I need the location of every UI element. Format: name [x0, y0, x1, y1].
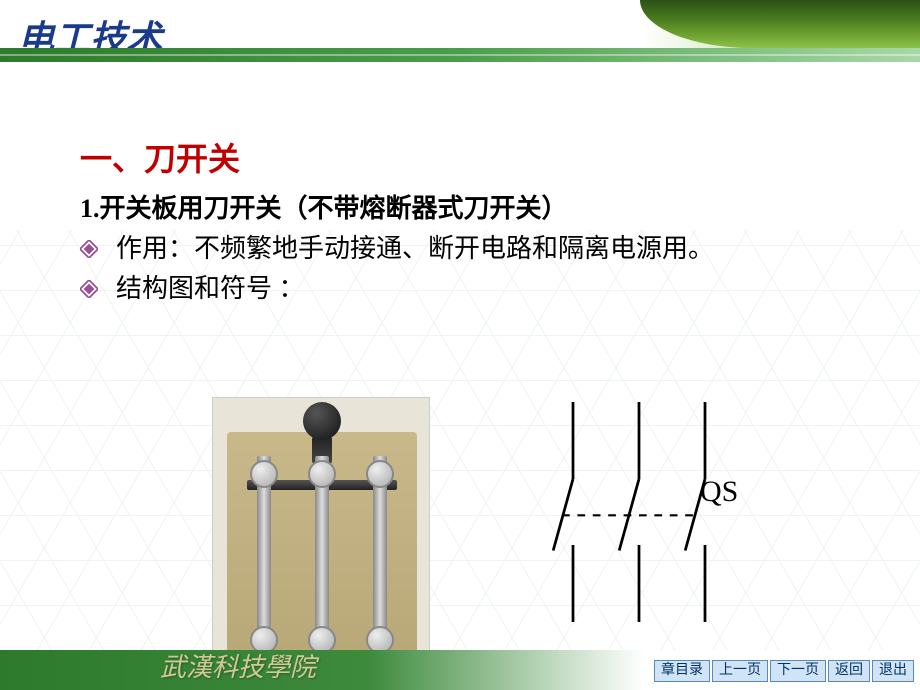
bullet-item: 结构图和符号 ：	[80, 271, 860, 307]
section-heading: 一、刀开关	[80, 134, 860, 180]
next-button[interactable]: 下一页	[770, 660, 826, 682]
handle-knob	[303, 402, 341, 440]
diamond-bullet-icon	[80, 240, 98, 258]
toc-button[interactable]: 章目录	[654, 660, 710, 682]
slide-header: 电工技术	[0, 0, 920, 62]
header-foliage-decoration	[640, 0, 920, 48]
qs-schematic-symbol	[540, 402, 760, 622]
switch-base	[227, 432, 417, 662]
diamond-bullet-icon	[80, 280, 98, 298]
bullet-item: 作用：不频繁地手动接通、断开电路和隔离电源用。	[80, 231, 860, 267]
subsection-heading: 1.开关板用刀开关（不带熔断器式刀开关）	[80, 188, 860, 225]
exit-button[interactable]: 退出	[872, 660, 914, 682]
upper-terminal	[366, 460, 394, 488]
bullet-text: 结构图和符号 ：	[116, 271, 305, 307]
upper-terminal	[250, 460, 278, 488]
upper-terminal	[308, 460, 336, 488]
text-content: 一、刀开关 1.开关板用刀开关（不带熔断器式刀开关） 作用：不频繁地手动接通、断…	[80, 134, 860, 312]
knife-switch-photo	[212, 397, 430, 677]
navigation-buttons: 章目录 上一页 下一页 返回 退出	[654, 660, 914, 682]
return-button[interactable]: 返回	[828, 660, 870, 682]
qs-symbol-label: QS	[700, 475, 738, 509]
header-green-bar	[0, 48, 920, 62]
slide-content: 一、刀开关 1.开关板用刀开关（不带熔断器式刀开关） 作用：不频繁地手动接通、断…	[0, 62, 920, 650]
prev-button[interactable]: 上一页	[712, 660, 768, 682]
bullet-text: 作用：不频繁地手动接通、断开电路和隔离电源用。	[116, 231, 714, 267]
institution-name: 武漢科技學院	[160, 647, 316, 684]
slide-footer: 武漢科技學院 章目录 上一页 下一页 返回 退出	[0, 650, 920, 690]
